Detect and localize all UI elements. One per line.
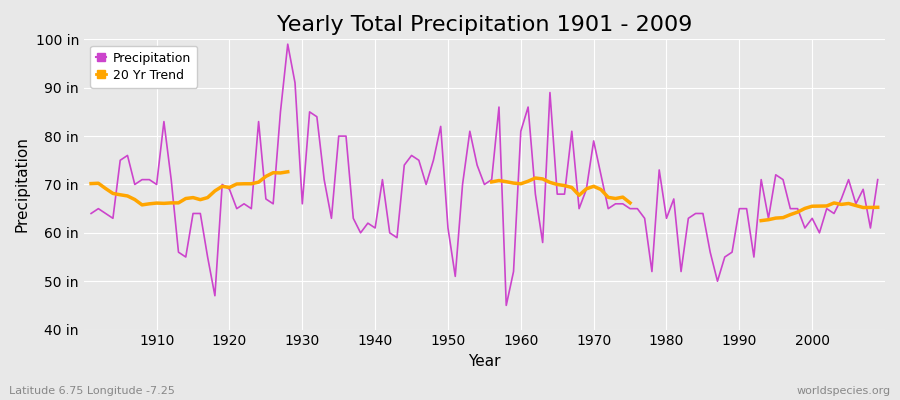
- Title: Yearly Total Precipitation 1901 - 2009: Yearly Total Precipitation 1901 - 2009: [276, 15, 692, 35]
- X-axis label: Year: Year: [468, 354, 500, 369]
- Text: worldspecies.org: worldspecies.org: [796, 386, 891, 396]
- Y-axis label: Precipitation: Precipitation: [15, 136, 30, 232]
- Legend: Precipitation, 20 Yr Trend: Precipitation, 20 Yr Trend: [90, 46, 197, 88]
- Text: Latitude 6.75 Longitude -7.25: Latitude 6.75 Longitude -7.25: [9, 386, 175, 396]
